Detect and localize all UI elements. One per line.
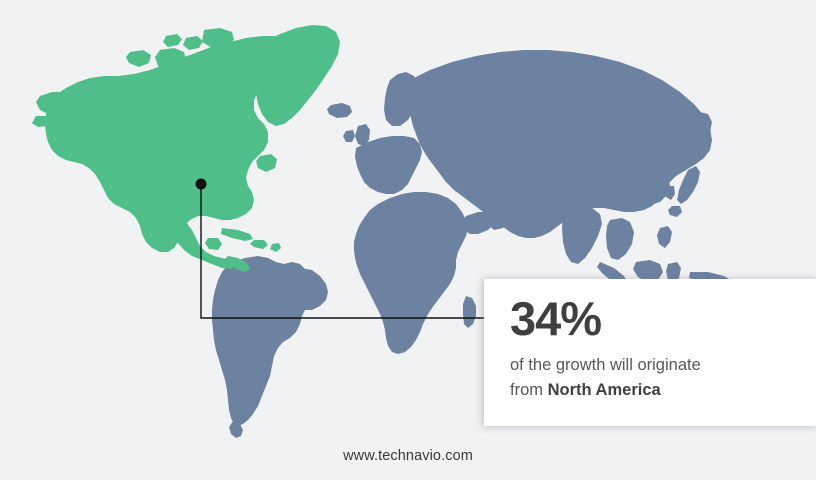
callout-line-1: of the growth will originate: [510, 355, 701, 374]
region-southeast-asia: [606, 218, 634, 260]
region-mexico: [155, 206, 236, 269]
callout-region-name: North America: [547, 380, 661, 399]
region-borneo: [633, 260, 663, 282]
region-ellesmere: [202, 28, 234, 48]
region-newfoundland: [256, 154, 277, 172]
region-europe: [355, 136, 422, 194]
callout-card: 34% of the growth will originate from No…: [484, 279, 816, 426]
region-india: [562, 206, 602, 264]
region-arctic-island-a: [183, 36, 203, 50]
region-arctic-island-b: [163, 34, 182, 47]
region-alaska: [36, 92, 68, 114]
region-baffin-island: [208, 54, 244, 86]
region-japan-south: [668, 206, 682, 217]
callout-line-2: from North America: [510, 378, 790, 403]
region-arabia: [483, 186, 518, 230]
region-south-america-tip: [229, 420, 243, 438]
region-uk: [355, 124, 370, 146]
region-sulawesi: [666, 262, 681, 284]
region-japan: [677, 166, 700, 204]
region-banks-island: [126, 50, 151, 67]
region-aleutians: [32, 116, 52, 127]
region-kamchatka: [688, 112, 712, 142]
region-ireland: [343, 130, 355, 142]
region-philippines: [657, 226, 672, 248]
region-east-asia: [633, 174, 670, 206]
site-url-footer: www.technavio.com: [343, 448, 473, 464]
region-iceland: [327, 103, 352, 118]
region-korea: [665, 186, 675, 200]
region-greenland: [255, 25, 340, 126]
region-victoria-island: [155, 48, 186, 70]
callout-stat-value: 34%: [510, 292, 602, 345]
callout-line-2-prefix: from: [510, 380, 548, 399]
